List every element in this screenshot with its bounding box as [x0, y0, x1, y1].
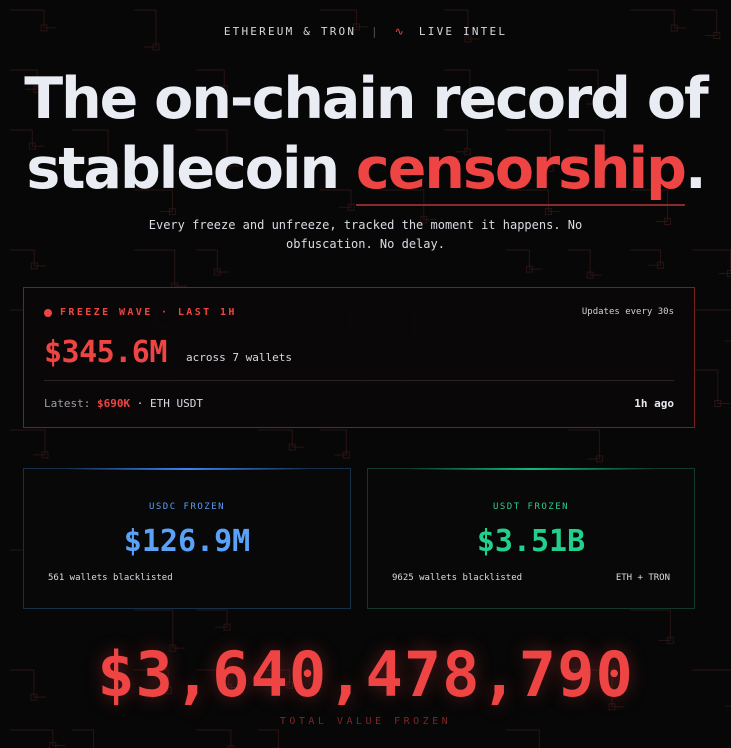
usdt-label: USDT FROZEN	[492, 502, 570, 512]
pulse-icon: ∿	[394, 25, 407, 38]
latest-asset: · ETH USDT	[130, 397, 203, 410]
usdc-wallets: 561 wallets blacklisted	[48, 573, 173, 583]
total-frozen-value: $3,640,478,790	[97, 638, 634, 711]
eyebrow-chains: ETHEREUM & TRON	[223, 25, 357, 38]
divider	[44, 380, 674, 381]
freeze-wave-label: FREEZE WAVE · LAST 1H	[60, 307, 237, 318]
headline-line2-prefix: stablecoin	[26, 136, 356, 202]
headline-line1: The on-chain record of	[24, 66, 709, 132]
latest-time: 1h ago	[634, 397, 674, 410]
usdt-value: $3.51B	[476, 524, 586, 559]
eyebrow: ETHEREUM & TRON | ∿ LIVE INTEL	[0, 25, 731, 38]
usdc-value: $126.9M	[123, 524, 251, 559]
usdc-label: USDC FROZEN	[148, 502, 226, 512]
hero-subtitle: Every freeze and unfreeze, tracked the m…	[148, 218, 583, 251]
card-glow	[408, 468, 654, 470]
usdt-wallets: 9625 wallets blacklisted	[392, 573, 523, 583]
freeze-wave-wallets: across 7 wallets	[186, 351, 292, 364]
hero-headline: The on-chain record of stablecoin censor…	[0, 64, 731, 206]
card-glow	[64, 468, 310, 470]
eyebrow-live: LIVE INTEL	[418, 25, 508, 38]
headline-period: .	[684, 136, 707, 202]
usdc-card: USDC FROZEN $126.9M 561 wallets blacklis…	[23, 468, 351, 609]
update-interval: Updates every 30s	[581, 307, 674, 317]
latest-amount: $690K	[96, 397, 131, 410]
freeze-wave-header: FREEZE WAVE · LAST 1H	[44, 307, 237, 318]
eyebrow-separator: |	[371, 25, 380, 38]
headline-accent: censorship	[355, 136, 687, 206]
latest-prefix: Latest:	[44, 397, 97, 410]
latest-freeze: Latest: $690K · ETH USDT	[44, 397, 203, 410]
usdt-chains: ETH + TRON	[615, 573, 670, 583]
live-dot-icon	[44, 308, 52, 317]
total-frozen-label: TOTAL VALUE FROZEN	[279, 716, 452, 727]
freeze-wave-panel: FREEZE WAVE · LAST 1H Updates every 30s …	[23, 287, 695, 428]
freeze-wave-amount: $345.6M	[44, 335, 167, 370]
usdt-card: USDT FROZEN $3.51B 9625 wallets blacklis…	[367, 468, 695, 609]
